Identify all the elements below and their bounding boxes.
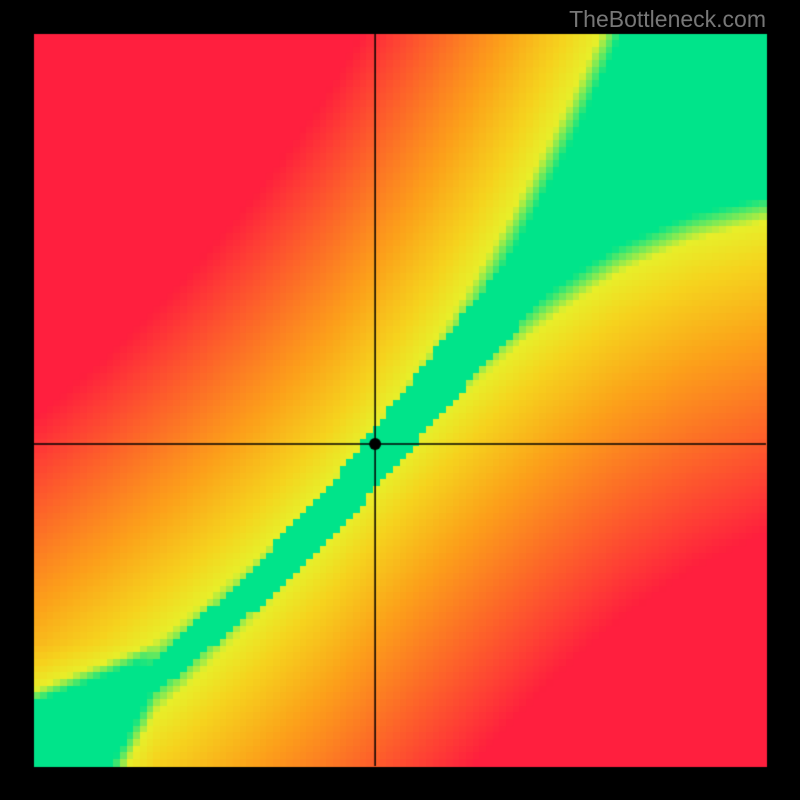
bottleneck-heatmap: [0, 0, 800, 800]
chart-container: TheBottleneck.com: [0, 0, 800, 800]
attribution-label: TheBottleneck.com: [569, 6, 766, 33]
